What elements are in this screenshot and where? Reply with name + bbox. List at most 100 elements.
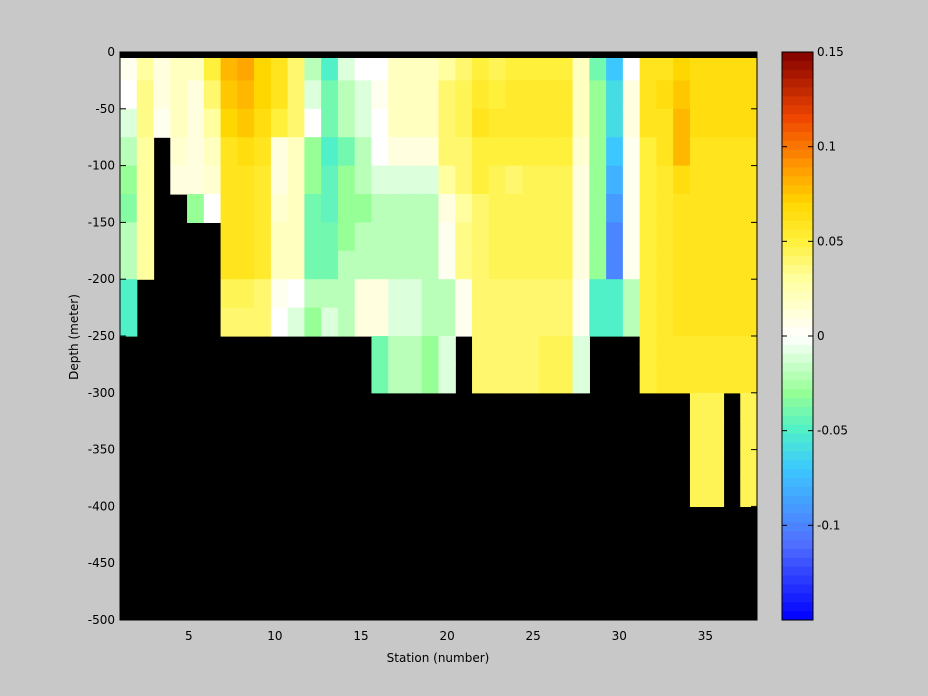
heatmap-cell [354,194,373,223]
heatmap-cell [187,165,205,195]
heatmap-cell [706,421,725,451]
heatmap-cell [505,307,523,337]
heatmap-cell [321,250,339,280]
heatmap-cell [304,194,322,223]
heatmap-cell [287,194,305,223]
heatmap-cell [639,137,658,167]
heatmap-cell [740,478,758,507]
heatmap-cell [304,279,322,309]
heatmap-cell [254,279,272,309]
colorbar-ticks: 0.15 0.1 0.05 0 -0.05 -0.1 [782,45,848,532]
heatmap-cell [270,194,289,223]
heatmap-cell [555,250,574,280]
heatmap-cell [572,52,590,81]
y-tick-label: -150 [88,215,115,229]
heatmap-cell [723,137,741,167]
heatmap-cell [622,52,641,81]
colorbar-step [782,185,813,195]
heatmap-cell [404,222,423,252]
heatmap-cell [472,250,490,280]
heatmap-cell [656,279,674,309]
heatmap-cell [136,194,155,223]
heatmap-cell [706,307,725,337]
heatmap-cell [371,165,389,195]
heatmap-cell [488,279,507,309]
colorbar-step [782,211,813,222]
heatmap-cell [220,52,238,81]
heatmap-cell [673,108,691,138]
colorbar-step [782,114,813,124]
colorbar-step [782,220,813,231]
heatmap-cell [187,52,205,81]
heatmap-cell [689,449,708,479]
y-tick-label: -300 [88,386,115,400]
heatmap-cell [689,165,708,195]
heatmap-cell [622,307,641,337]
colorbar-step [782,344,813,355]
heatmap-cell [522,137,540,167]
heatmap-cell [270,222,289,252]
heatmap-cell [505,336,523,365]
heatmap-cell [388,80,406,110]
heatmap-cell [438,222,456,252]
colorbar-step [782,478,813,488]
heatmap-cell [371,307,389,337]
heatmap-cell [455,194,473,223]
colorbar-step [782,194,813,204]
heatmap-cell [522,336,540,365]
heatmap-cell [706,194,725,223]
heatmap-cell [421,108,440,138]
y-axis-ticks: 0 -50 -100 -150 -200 -250 -300 -350 -400 -450 -500 [88,45,757,627]
colorbar-step [782,123,813,133]
heatmap-cell [606,279,624,309]
heatmap-cell [639,80,658,110]
heatmap-cell [371,222,389,252]
heatmap-cell [254,108,272,138]
heatmap-cell [472,194,490,223]
heatmap-cell [136,222,155,252]
heatmap-cell [589,108,607,138]
heatmap-cell [287,222,305,252]
heatmap-cell [572,307,590,337]
heatmap-cell [220,165,238,195]
heatmap-cell [706,336,725,365]
heatmap-cell [354,137,373,167]
heatmap-cell [656,52,674,81]
heatmap-cell [337,307,356,337]
colorbar-step [782,522,813,532]
heatmap-cell [438,279,456,309]
heatmap-cell [740,137,758,167]
heatmap-cell [689,279,708,309]
heatmap-cell [254,194,272,223]
heatmap-cell [505,80,523,110]
heatmap-cell [270,279,289,309]
heatmap-cell [371,336,389,365]
heatmap-cell [404,137,423,167]
colorbar-step [782,336,813,346]
heatmap-cell [522,52,540,81]
heatmap-cell [120,137,138,167]
heatmap-cell [488,137,507,167]
heatmap-cell [438,307,456,337]
heatmap-cell [505,250,523,280]
heatmap-cell [404,336,423,365]
heatmap-cell [706,392,725,422]
heatmap-cell [673,307,691,337]
heatmap-cell [270,250,289,280]
heatmap-cell [639,336,658,365]
colorbar-step [782,415,813,426]
heatmap-cell [472,336,490,365]
heatmap-cell [606,137,624,167]
heatmap-cell [136,108,155,138]
heatmap-cell [723,364,741,394]
x-axis-ticks: 5 10 15 20 25 30 35 [185,52,713,643]
heatmap-cell [689,137,708,167]
heatmap-cell [220,222,238,252]
heatmap-cell [254,137,272,167]
heatmap-cell [438,108,456,138]
heatmap-cell [472,307,490,337]
heatmap-cell [404,279,423,309]
heatmap-cell [522,222,540,252]
heatmap-cell [354,307,373,337]
heatmap-cell [689,478,708,507]
